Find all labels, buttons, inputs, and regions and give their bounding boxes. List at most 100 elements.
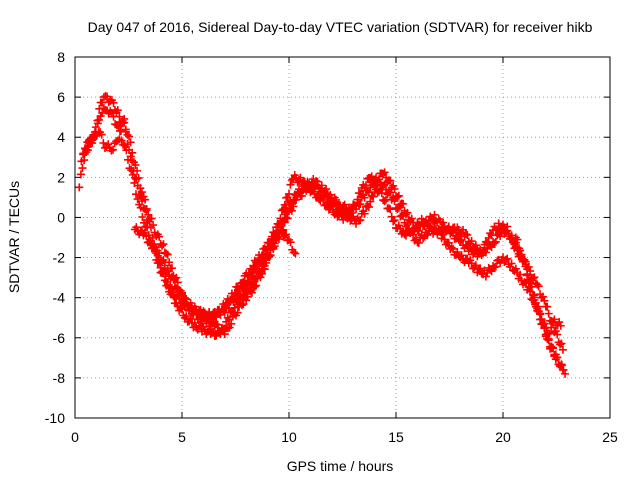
- plus-marker: [409, 218, 418, 227]
- plus-marker: [511, 264, 520, 273]
- plus-marker: [555, 318, 564, 327]
- plus-marker: [557, 339, 566, 348]
- plus-marker: [386, 188, 395, 197]
- plus-marker: [182, 295, 191, 304]
- plus-marker: [369, 180, 378, 189]
- y-tick-label: 2: [57, 169, 65, 185]
- plus-marker: [76, 170, 85, 179]
- plus-marker: [494, 219, 503, 228]
- plus-marker: [123, 155, 132, 164]
- plus-marker: [558, 365, 567, 374]
- plus-marker: [534, 302, 543, 311]
- plus-marker: [557, 360, 566, 369]
- plus-marker: [138, 212, 147, 221]
- plus-marker: [390, 185, 399, 194]
- plus-marker: [430, 210, 439, 219]
- plus-marker: [173, 285, 182, 294]
- y-tick-label: -10: [45, 410, 65, 426]
- plus-marker: [159, 255, 168, 264]
- plus-marker: [257, 257, 266, 266]
- plus-marker: [409, 230, 418, 239]
- plus-marker: [364, 188, 373, 197]
- plus-marker: [543, 302, 552, 311]
- plus-marker: [386, 176, 395, 185]
- plus-marker: [282, 205, 291, 214]
- plus-marker: [537, 315, 546, 324]
- y-tick-label: 0: [57, 209, 65, 225]
- y-axis-label: SDTVAR / TECUs: [6, 181, 22, 293]
- plus-marker: [109, 112, 118, 121]
- plus-marker: [277, 226, 286, 235]
- plus-marker: [95, 115, 104, 124]
- plus-marker: [459, 225, 468, 234]
- plus-marker: [399, 199, 408, 208]
- plus-marker: [516, 251, 525, 260]
- plus-marker: [247, 288, 256, 297]
- plus-marker: [507, 231, 516, 240]
- plus-marker: [143, 223, 152, 232]
- plus-marker: [282, 230, 291, 239]
- x-tick-label: 15: [388, 429, 404, 445]
- y-tick-label: 6: [57, 89, 65, 105]
- plus-marker: [260, 253, 269, 262]
- plus-marker: [202, 313, 211, 322]
- plus-marker: [561, 369, 570, 378]
- plus-marker: [490, 239, 499, 248]
- plus-marker: [107, 146, 116, 155]
- plus-marker: [427, 215, 436, 224]
- plus-marker: [145, 237, 154, 246]
- plus-marker: [286, 238, 295, 247]
- plus-marker: [322, 185, 331, 194]
- plus-marker: [125, 132, 134, 141]
- plus-marker: [389, 217, 398, 226]
- chart-title: Day 047 of 2016, Sidereal Day-to-day VTE…: [88, 19, 593, 35]
- plus-marker: [356, 216, 365, 225]
- plus-marker: [227, 319, 236, 328]
- series-day-2: [77, 104, 567, 374]
- plus-marker: [88, 139, 97, 148]
- plus-marker: [113, 136, 122, 145]
- plus-marker: [128, 148, 137, 157]
- plus-marker: [449, 228, 458, 237]
- plus-marker: [481, 272, 490, 281]
- plus-marker: [162, 249, 171, 258]
- plus-marker: [423, 231, 432, 240]
- plus-marker: [530, 273, 539, 282]
- plus-marker: [216, 310, 225, 319]
- plus-marker: [317, 181, 326, 190]
- plus-marker: [158, 257, 167, 266]
- x-tick-labels: 0 5 10 15 20 25: [71, 429, 618, 445]
- plus-marker: [97, 130, 106, 139]
- plus-marker: [373, 176, 382, 185]
- plus-marker: [247, 272, 256, 281]
- plus-marker: [374, 187, 383, 196]
- plus-marker: [163, 280, 172, 289]
- plus-marker: [266, 243, 275, 252]
- plus-marker: [283, 206, 292, 215]
- plus-marker: [419, 234, 428, 243]
- plus-marker: [279, 217, 288, 226]
- plus-marker: [526, 267, 535, 276]
- plus-marker: [252, 281, 261, 290]
- plus-marker: [260, 265, 269, 274]
- plus-marker: [77, 157, 86, 166]
- plus-marker: [243, 292, 252, 301]
- plus-marker: [155, 232, 164, 241]
- plus-marker: [540, 296, 549, 305]
- data-marks: [75, 92, 570, 378]
- plus-marker: [120, 114, 129, 123]
- plus-marker: [182, 312, 191, 321]
- plus-marker: [163, 266, 172, 275]
- plus-marker: [150, 242, 159, 251]
- plus-marker: [131, 190, 140, 199]
- plus-marker: [393, 193, 402, 202]
- plus-marker: [122, 146, 131, 155]
- x-tick-label: 20: [495, 429, 511, 445]
- plus-marker: [306, 182, 315, 191]
- plus-marker: [491, 237, 500, 246]
- plus-marker: [491, 262, 500, 271]
- plus-marker: [193, 309, 202, 318]
- plus-marker: [287, 175, 296, 184]
- plus-marker: [453, 231, 462, 240]
